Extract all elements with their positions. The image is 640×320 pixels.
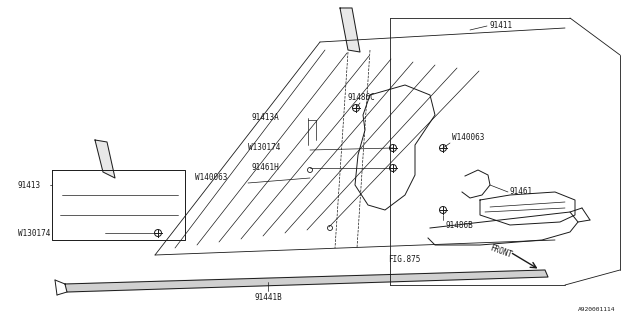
Polygon shape bbox=[65, 270, 548, 292]
Text: 91441B: 91441B bbox=[254, 293, 282, 302]
Text: 91486C: 91486C bbox=[348, 93, 376, 102]
Polygon shape bbox=[340, 8, 360, 52]
Text: 91411: 91411 bbox=[490, 20, 513, 29]
Text: 91461H: 91461H bbox=[252, 164, 280, 172]
Text: W140063: W140063 bbox=[452, 133, 484, 142]
Text: 91461: 91461 bbox=[510, 188, 533, 196]
Text: 91413: 91413 bbox=[18, 180, 41, 189]
Text: A920001114: A920001114 bbox=[577, 307, 615, 312]
Text: FIG.875: FIG.875 bbox=[388, 255, 420, 265]
Text: 91486B: 91486B bbox=[445, 220, 473, 229]
Polygon shape bbox=[95, 140, 115, 178]
Text: W140063: W140063 bbox=[195, 173, 227, 182]
Text: 91413A: 91413A bbox=[252, 114, 280, 123]
Text: W130174: W130174 bbox=[18, 228, 51, 237]
Text: W130174: W130174 bbox=[248, 143, 280, 153]
Text: FRONT: FRONT bbox=[488, 244, 513, 260]
